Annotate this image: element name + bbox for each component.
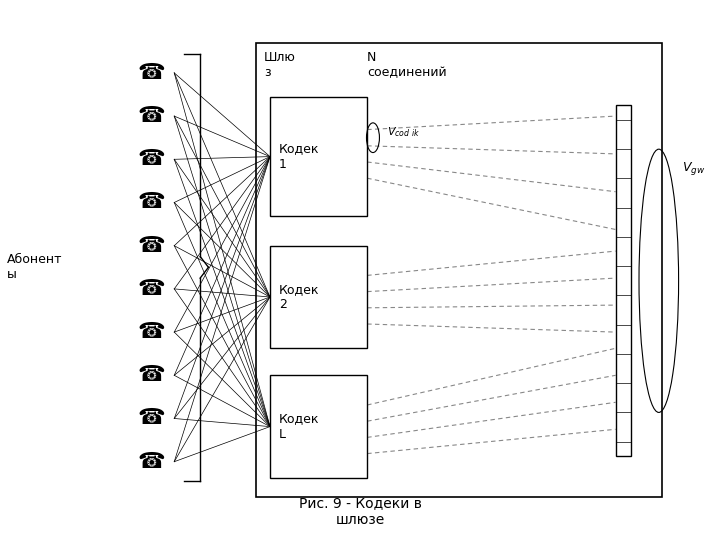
Text: ☎: ☎ <box>138 451 165 472</box>
Text: Кодек
1: Кодек 1 <box>279 143 319 171</box>
Text: ☎: ☎ <box>138 149 165 170</box>
Bar <box>256 43 662 497</box>
Text: ☎: ☎ <box>138 279 165 299</box>
Text: Абонент
ы: Абонент ы <box>7 253 63 281</box>
Text: N
соединений: N соединений <box>367 51 447 79</box>
Text: ☎: ☎ <box>138 192 165 213</box>
Text: ☎: ☎ <box>138 408 165 429</box>
Text: ☎: ☎ <box>138 235 165 256</box>
Text: Кодек
L: Кодек L <box>279 413 319 441</box>
Text: ☎: ☎ <box>138 63 165 83</box>
Text: $V_{gw}$: $V_{gw}$ <box>683 160 706 177</box>
Text: Кодек
2: Кодек 2 <box>279 283 319 311</box>
Text: Рис. 9 - Кодеки в
шлюзе: Рис. 9 - Кодеки в шлюзе <box>299 496 421 526</box>
Bar <box>616 105 631 456</box>
Bar <box>270 375 367 478</box>
Text: ☎: ☎ <box>138 365 165 386</box>
Text: Шлю
з: Шлю з <box>264 51 296 79</box>
Text: ☎: ☎ <box>138 322 165 342</box>
Text: $V_{cod\ ik}$: $V_{cod\ ik}$ <box>387 125 420 139</box>
Bar <box>270 246 367 348</box>
Text: ☎: ☎ <box>138 106 165 126</box>
Bar <box>270 97 367 216</box>
